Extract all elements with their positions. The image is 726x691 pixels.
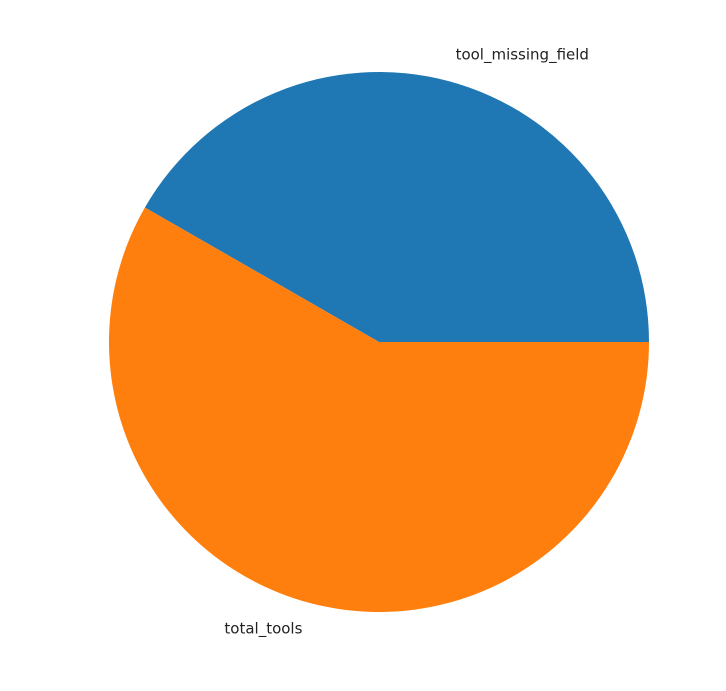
pie-slices (109, 71, 650, 612)
pie-label-total-tools: total_tools (224, 619, 302, 638)
pie-slice-total-tools (109, 207, 650, 612)
pie-label-tool-missing-field: tool_missing_field (456, 46, 589, 65)
pie-slice-tool-missing-field (144, 71, 649, 342)
pie-labels: tool_missing_field total_tools (224, 46, 589, 639)
